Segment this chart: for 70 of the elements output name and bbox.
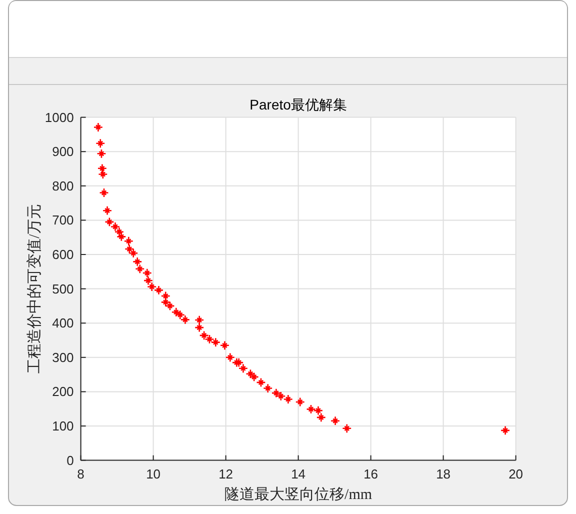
point <box>142 268 152 278</box>
point <box>256 378 266 388</box>
point <box>194 322 204 332</box>
point <box>114 227 124 237</box>
y-tick-label: 0 <box>66 452 74 468</box>
y-tick-label: 800 <box>52 178 74 194</box>
point <box>283 394 293 404</box>
point <box>500 426 510 436</box>
point <box>160 291 170 301</box>
y-axis-title: 工程造价中的可变值/万元 <box>26 204 43 374</box>
point <box>124 236 134 246</box>
y-tick-label: 200 <box>52 384 74 400</box>
point <box>102 206 112 216</box>
point <box>124 244 134 254</box>
x-tick-label: 8 <box>77 466 84 482</box>
point <box>116 232 126 242</box>
point <box>104 217 114 227</box>
point <box>135 264 145 274</box>
y-tick-label: 700 <box>52 212 74 228</box>
chart-title: Pareto最优解集 <box>250 96 347 112</box>
point <box>175 310 185 320</box>
point <box>246 369 256 379</box>
point <box>180 314 190 325</box>
point <box>143 276 154 286</box>
point <box>93 122 104 132</box>
x-tick-label: 14 <box>291 466 306 482</box>
point <box>96 138 106 148</box>
point <box>154 285 164 296</box>
point <box>342 424 352 434</box>
point <box>132 256 142 267</box>
y-tick-label: 100 <box>52 418 74 434</box>
point <box>160 297 170 308</box>
y-tick-label: 600 <box>52 247 74 262</box>
point <box>204 334 214 344</box>
point <box>110 222 120 232</box>
x-tick-label: 10 <box>146 466 161 482</box>
point <box>306 404 316 414</box>
point <box>99 188 109 198</box>
y-tick-label: 900 <box>52 144 74 160</box>
point <box>263 383 273 394</box>
x-tick-label: 16 <box>364 466 378 482</box>
y-tick-label: 400 <box>52 316 74 331</box>
x-tick-label: 18 <box>436 466 451 482</box>
point <box>171 307 181 317</box>
point <box>165 301 175 311</box>
point <box>313 406 324 416</box>
point <box>276 391 286 402</box>
point <box>98 169 108 180</box>
point <box>330 416 340 426</box>
point <box>147 282 157 292</box>
y-tick-label: 1000 <box>44 110 74 125</box>
y-tick-label: 300 <box>52 350 74 365</box>
x-axis-title: 隧道最大竖向位移/mm <box>224 486 372 503</box>
point <box>238 364 248 374</box>
point <box>96 148 106 159</box>
point <box>225 352 235 362</box>
point <box>128 248 138 258</box>
point <box>271 388 282 398</box>
y-tick-label: 500 <box>52 281 74 296</box>
point <box>249 372 259 382</box>
point <box>316 412 326 422</box>
point <box>210 337 220 348</box>
point <box>295 397 305 407</box>
point <box>234 358 244 368</box>
point <box>97 164 108 174</box>
x-tick-label: 12 <box>218 466 234 482</box>
point <box>220 340 230 350</box>
point <box>194 315 204 325</box>
point <box>199 330 209 340</box>
x-tick-label: 20 <box>508 466 524 482</box>
